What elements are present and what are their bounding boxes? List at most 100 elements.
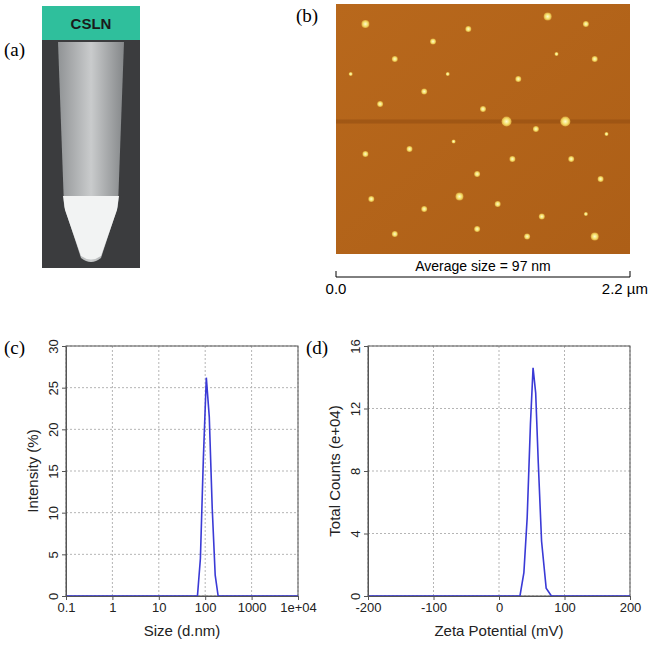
y-tick: 0 — [348, 593, 368, 600]
afm-particle — [604, 132, 608, 136]
afm-particle — [539, 214, 545, 220]
y-axis-line — [66, 347, 67, 597]
grid — [368, 346, 630, 596]
y-axis: 0 4 8 12 16 — [348, 339, 369, 600]
y-tick-mark — [62, 346, 66, 347]
scale-end — [630, 271, 631, 277]
afm-particle — [474, 226, 480, 232]
afm-particle — [455, 193, 463, 201]
x-tick: -100 — [421, 596, 447, 615]
afm-particle — [509, 156, 515, 162]
grid-line-y — [368, 471, 630, 472]
afm-particle — [544, 13, 552, 21]
grid-line-y — [66, 554, 298, 555]
data-line — [368, 368, 630, 596]
x-tick-label: 200 — [620, 600, 642, 615]
y-tick: 12 — [348, 402, 368, 416]
grid-line-y — [368, 408, 630, 409]
x-tick-label: 100 — [554, 600, 576, 615]
y-tick-label: 30 — [46, 339, 61, 353]
afm-particle — [560, 117, 570, 127]
afm-particle — [361, 20, 369, 28]
y-tick-label: 0 — [46, 593, 61, 600]
panel-label: (d) — [306, 337, 328, 359]
y-tick-label: 15 — [46, 464, 61, 478]
panel-label: (b) — [296, 5, 318, 27]
afm-particle — [555, 52, 559, 56]
x-tick: 100 — [554, 596, 576, 615]
grid-line-x — [112, 346, 113, 596]
afm-particle — [584, 212, 588, 216]
afm-particle — [524, 234, 530, 240]
y-tick-mark — [62, 554, 66, 555]
scale-line — [336, 277, 630, 278]
scale-bar: Average size = 97 nm0.02.2 µm — [326, 258, 648, 297]
afm-particle — [592, 56, 598, 62]
marks — [368, 368, 630, 596]
y-tick-mark — [62, 596, 66, 597]
x-tick: 1 — [109, 596, 116, 615]
x-tick-label: 100 — [195, 600, 217, 615]
grid-line-y — [66, 512, 298, 513]
photo-background — [42, 6, 140, 268]
y-axis-title: Intensity (%) — [24, 429, 41, 512]
chart: -200-10001002000481216Zeta Potential (mV… — [326, 339, 641, 639]
photo-band — [42, 6, 140, 40]
afm-particle — [502, 117, 512, 127]
x-axis-title: Size (d.nm) — [144, 622, 221, 639]
x-tick-label: 1000 — [238, 600, 267, 615]
panel-label: (a) — [4, 39, 25, 61]
y-tick-label: 0 — [348, 593, 363, 600]
y-tick-label: 8 — [348, 468, 363, 475]
y-tick-label: 4 — [348, 530, 363, 537]
afm-particle — [591, 233, 599, 241]
afm-particle — [465, 26, 471, 32]
y-tick: 0 — [46, 593, 66, 600]
y-axis-line — [368, 347, 369, 597]
plot-frame — [368, 346, 630, 596]
x-tick: 0 — [496, 596, 503, 615]
y-tick: 25 — [46, 381, 66, 395]
scale-start: 0.0 — [326, 280, 347, 297]
y-tick: 30 — [46, 339, 66, 353]
y-axis: 051015202530 — [46, 339, 67, 600]
y-axis-title: Total Counts (e+04) — [326, 405, 343, 536]
y-tick: 20 — [46, 423, 66, 437]
y-tick-mark — [62, 513, 66, 514]
y-tick: 4 — [348, 530, 368, 537]
x-tick-label: 0 — [496, 600, 503, 615]
grid-line-y — [66, 471, 298, 472]
chart: 0.111010010001e+04051015202530Size (d.nm… — [24, 339, 317, 639]
y-tick-mark — [364, 346, 368, 347]
afm-particle — [407, 146, 413, 152]
grid-line-y — [66, 387, 298, 388]
afm-caption: Average size = 97 nm — [415, 258, 551, 274]
y-tick-label: 25 — [46, 381, 61, 395]
x-tick: 1e+04 — [280, 596, 317, 615]
x-tick: 10 — [152, 596, 166, 615]
y-tick-mark — [62, 429, 66, 430]
afm-particle — [430, 39, 436, 45]
afm-particle — [349, 72, 353, 76]
x-tick: 100 — [195, 596, 217, 615]
afm-particle — [495, 201, 501, 207]
afm-particle — [392, 56, 398, 62]
y-tick-mark — [364, 596, 368, 597]
afm-particle — [446, 72, 450, 76]
afm-particle — [474, 171, 480, 177]
y-tick: 15 — [46, 464, 66, 478]
grid-line-y — [66, 429, 298, 430]
x-tick-label: 1 — [109, 600, 116, 615]
afm-background — [336, 4, 630, 254]
x-tick-label: -200 — [355, 600, 381, 615]
y-tick-mark — [364, 471, 368, 472]
afm-particle — [515, 76, 521, 82]
y-tick-label: 12 — [348, 402, 363, 416]
afm-streak — [336, 120, 630, 124]
afm-particle — [368, 196, 374, 202]
grid — [66, 346, 298, 596]
y-tick: 8 — [348, 468, 368, 475]
x-tick-label: 10 — [152, 600, 166, 615]
x-tick-label: -100 — [421, 600, 447, 615]
y-tick-label: 16 — [348, 339, 363, 353]
